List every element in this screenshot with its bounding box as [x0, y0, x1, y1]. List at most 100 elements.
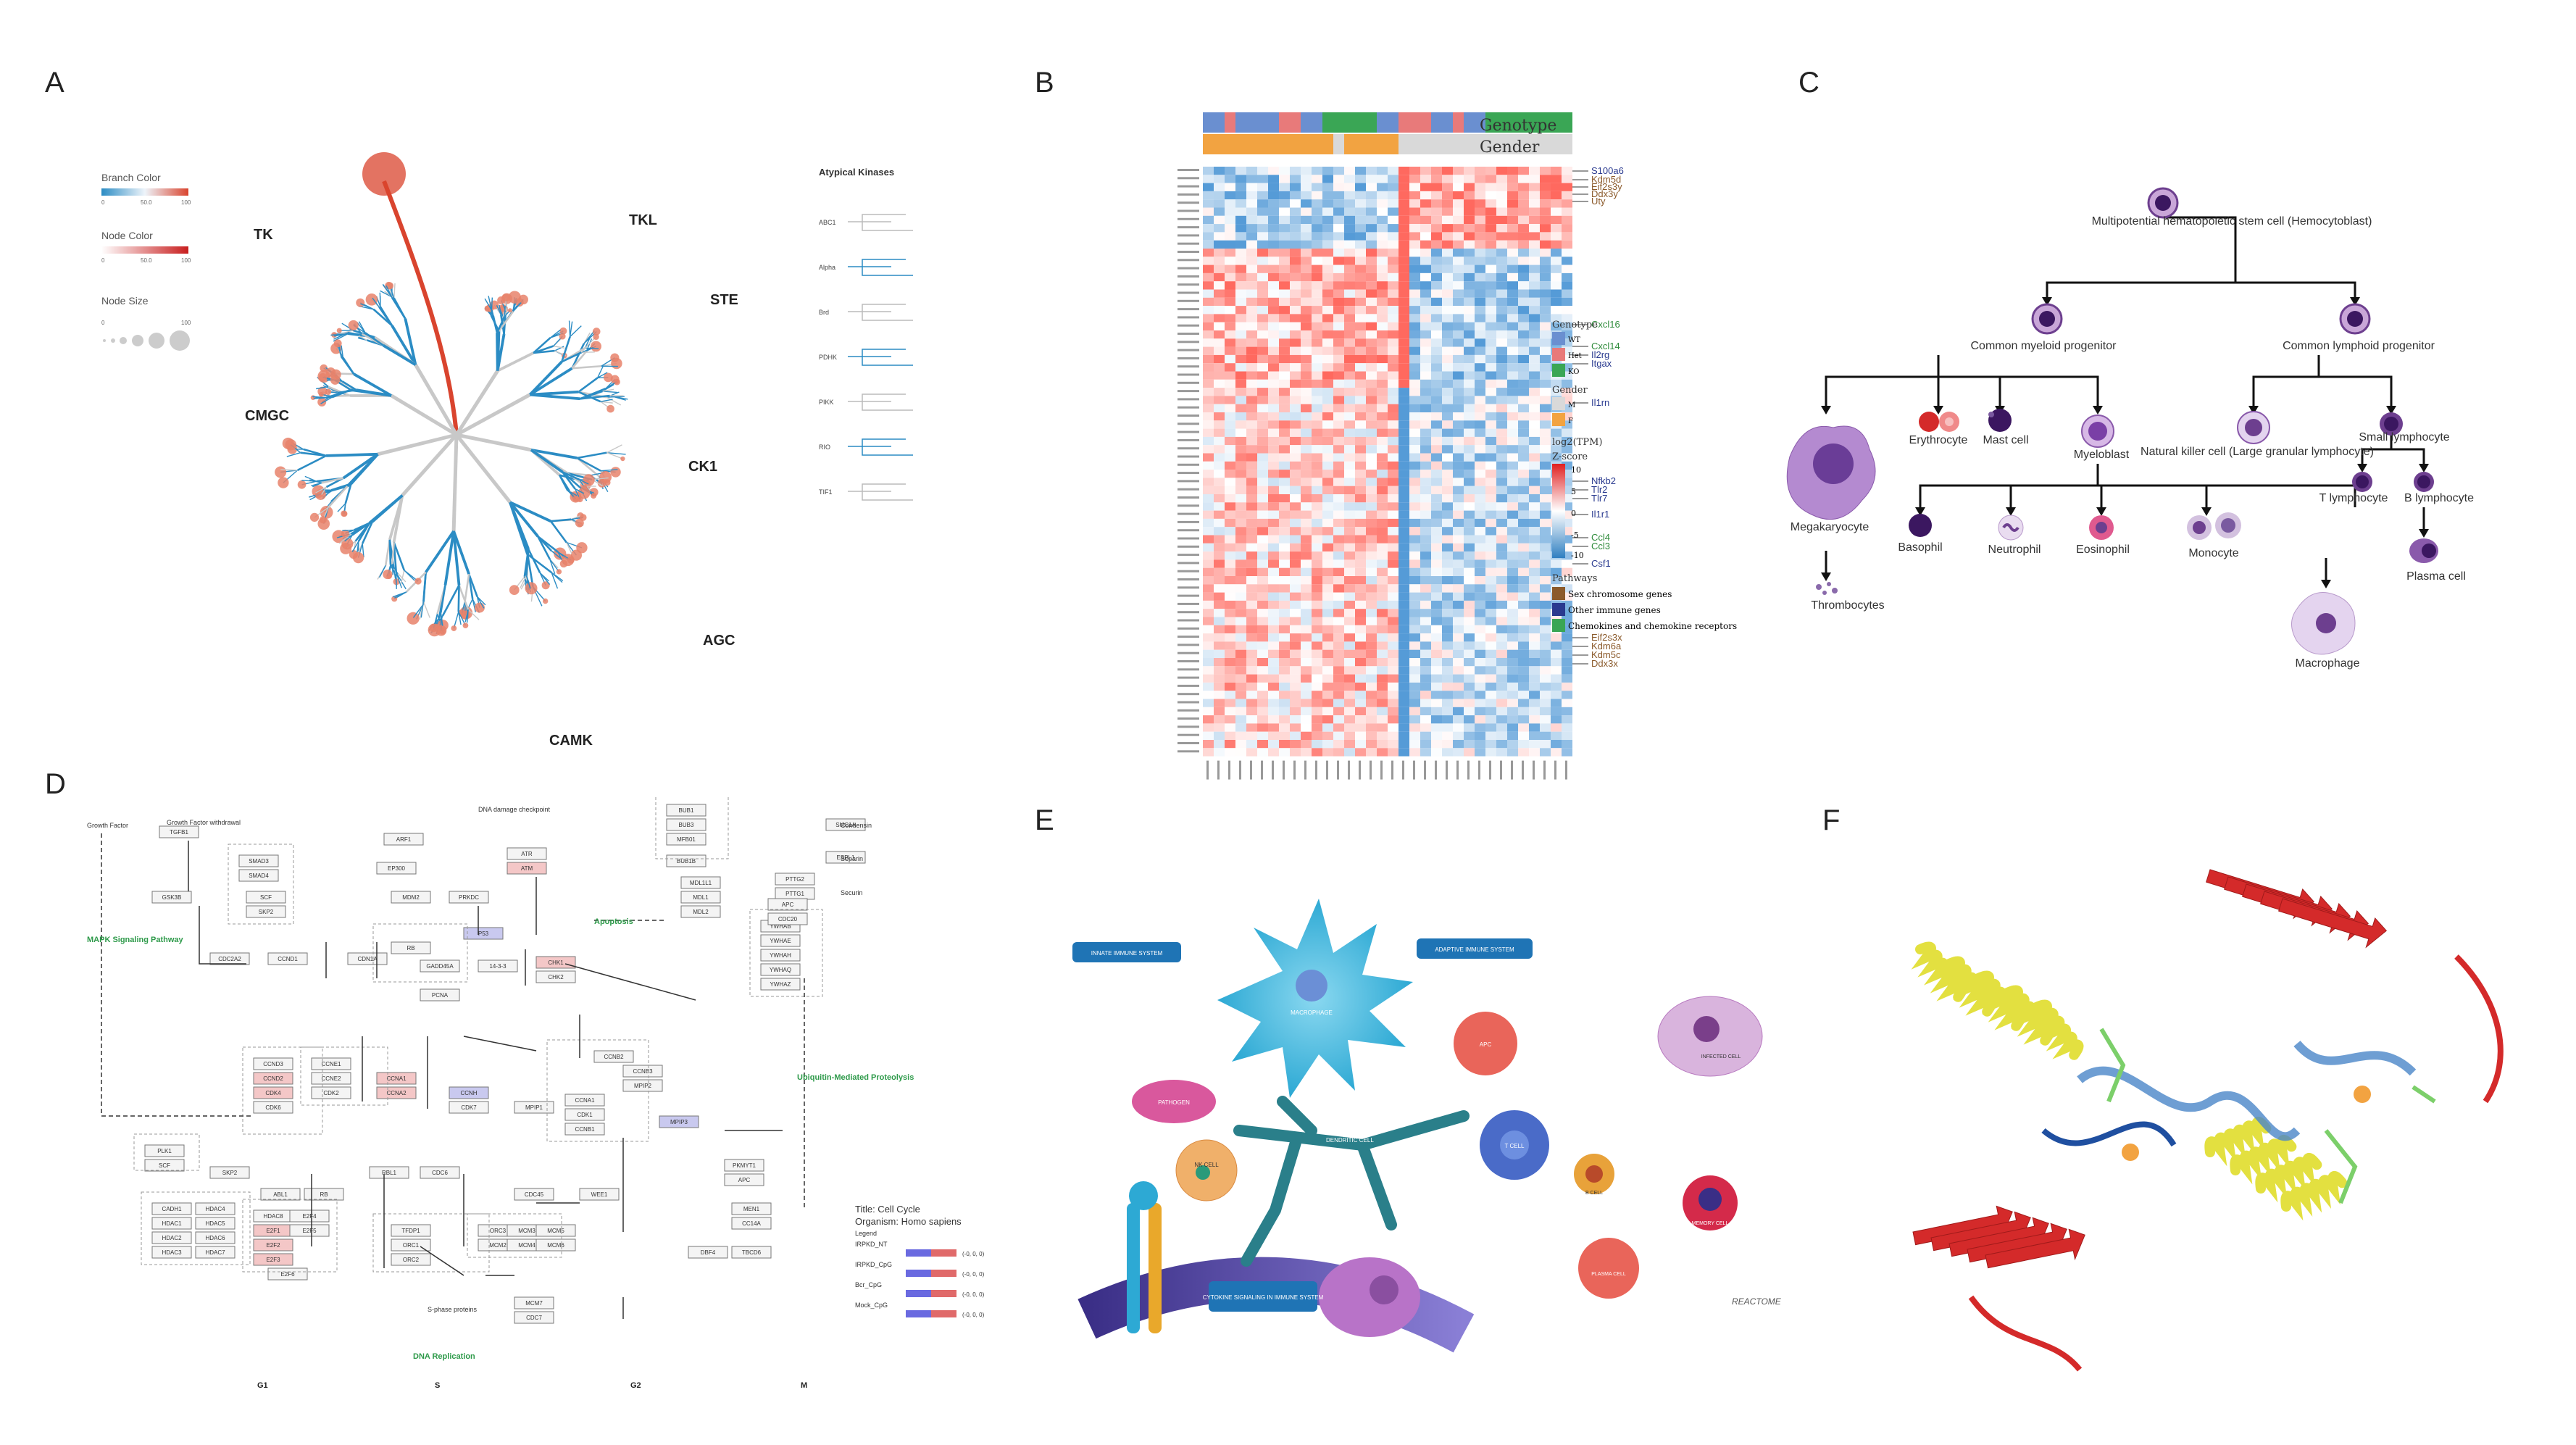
svg-text:0: 0 [101, 199, 105, 206]
svg-text:Ccl3: Ccl3 [1591, 541, 1610, 551]
thrombocytes-cells [1816, 582, 1838, 595]
svg-text:PATHOGEN: PATHOGEN [1158, 1099, 1190, 1106]
svg-text:E2F6: E2F6 [280, 1271, 295, 1278]
svg-text:INNATE IMMUNE SYSTEM: INNATE IMMUNE SYSTEM [1091, 950, 1163, 957]
svg-text:PDHK: PDHK [819, 354, 837, 361]
svg-text:Legend: Legend [855, 1230, 877, 1237]
svg-text:ATM: ATM [521, 865, 533, 872]
svg-text:HDAC7: HDAC7 [205, 1249, 225, 1256]
pathway-title-legend: Title: Cell Cycle Organism: Homo sapiens… [855, 1204, 985, 1318]
svg-text:Title: Cell Cycle: Title: Cell Cycle [855, 1204, 920, 1215]
svg-text:M: M [1568, 401, 1575, 409]
svg-text:E2F4: E2F4 [302, 1213, 317, 1220]
svg-text:Ubiquitin-Mediated Proteolysis: Ubiquitin-Mediated Proteolysis [797, 1073, 914, 1082]
svg-text:S-phase proteins: S-phase proteins [428, 1306, 478, 1313]
apc-cell: APC [1454, 1012, 1517, 1075]
svg-text:0: 0 [101, 257, 105, 264]
svg-text:BUB3: BUB3 [679, 822, 694, 828]
svg-text:PIKK: PIKK [819, 399, 834, 406]
stem-cell [2147, 187, 2179, 219]
heatmap-panel: Genotype Gender S100a6Kdm5dEif2s3yDdx3yU… [1177, 112, 1737, 780]
svg-text:TBCD6: TBCD6 [742, 1249, 762, 1256]
memory-cell: MEMORY CELL [1683, 1175, 1738, 1230]
myeloid-progenitor-cell [2031, 303, 2063, 335]
svg-text:Nfkb2: Nfkb2 [1591, 475, 1616, 486]
svg-text:MDL1: MDL1 [693, 894, 709, 901]
svg-text:S: S [435, 1381, 440, 1390]
svg-text:INFECTED CELL: INFECTED CELL [1701, 1054, 1741, 1059]
lineage-lines [1825, 216, 2425, 580]
svg-text:SCF: SCF [260, 894, 272, 901]
svg-text:SMAD4: SMAD4 [249, 873, 269, 879]
svg-text:CADH1: CADH1 [162, 1206, 182, 1212]
svg-text:CCNE2: CCNE2 [321, 1075, 341, 1082]
svg-text:Tlr2: Tlr2 [1591, 484, 1607, 495]
svg-text:Uty: Uty [1591, 196, 1606, 207]
svg-text:Eif2s3y: Eif2s3y [1591, 181, 1622, 192]
svg-text:CDC20: CDC20 [778, 916, 798, 923]
purple-cell [1319, 1257, 1420, 1337]
svg-text:YWHAH: YWHAH [770, 952, 791, 959]
svg-text:Csf1: Csf1 [1591, 558, 1611, 569]
svg-text:Chemokines and chemokine recep: Chemokines and chemokine receptors [1568, 621, 1737, 631]
svg-text:CCNB2: CCNB2 [604, 1054, 624, 1060]
svg-text:MCM6: MCM6 [547, 1242, 564, 1249]
svg-text:MAPK Signaling Pathway: MAPK Signaling Pathway [87, 936, 184, 944]
kinome-legend: Branch Color 0 50.0 100 Node Color 0 50.… [101, 172, 191, 351]
svg-text:ABC1: ABC1 [819, 219, 836, 226]
panel-label-d: D [45, 768, 66, 800]
group-cmgc: CMGC [245, 408, 289, 424]
svg-text:Il2rg: Il2rg [1591, 349, 1609, 360]
svg-text:CHK2: CHK2 [548, 974, 564, 980]
label-macrophage: Macrophage [2296, 657, 2360, 670]
small-lymphocyte-cell [2380, 412, 2403, 436]
svg-text:DBF4: DBF4 [701, 1249, 716, 1256]
label-b-lymphocyte: B lymphocyte [2404, 492, 2474, 504]
svg-text:KO: KO [1568, 368, 1579, 376]
svg-text:CC14A: CC14A [742, 1220, 761, 1227]
immune-system-panel: MACROPHAGE PATHOGEN NK CELL DENDRITIC CE… [1072, 899, 1782, 1353]
b-lymphocyte-cell [2414, 472, 2434, 492]
svg-text:14-3-3: 14-3-3 [489, 963, 507, 970]
group-tkl: TKL [629, 212, 657, 228]
svg-text:YWHAZ: YWHAZ [770, 981, 791, 988]
nk-cell: NK CELL [1175, 1139, 1238, 1202]
neutrophil-cell [1998, 515, 2024, 541]
svg-text:HDAC6: HDAC6 [205, 1235, 225, 1241]
basophil-cell [1909, 514, 1932, 537]
svg-text:CCNH: CCNH [460, 1090, 477, 1096]
svg-text:Cxcl16: Cxcl16 [1591, 319, 1620, 330]
pathway-side-labels: Growth Factor Growth Factor withdrawal M… [87, 806, 914, 1361]
svg-text:MCM7: MCM7 [525, 1300, 543, 1307]
label-nk-cell: Natural killer cell (Large granular lymp… [2141, 446, 2374, 458]
group-ck1: CK1 [688, 459, 717, 475]
svg-text:PRKDC: PRKDC [459, 894, 479, 901]
svg-text:E2F1: E2F1 [266, 1228, 280, 1234]
eosinophil-cell [2089, 515, 2114, 540]
svg-text:BUB1B: BUB1B [677, 858, 696, 865]
label-megakaryocyte: Megakaryocyte [1791, 521, 1870, 533]
receptor-icon [1127, 1181, 1162, 1333]
svg-text:IRPKD_NT: IRPKD_NT [855, 1241, 888, 1248]
pathway-gene-boxes: GSK3B TGFB1 SMAD3 SMAD4 SCF SKP2 CDC2A2 CCND1 CD… [133, 797, 866, 1324]
svg-text:Separin: Separin [841, 855, 863, 862]
badge-adaptive: ADAPTIVE IMMUNE SYSTEM [1417, 938, 1533, 959]
label-neutrophil: Neutrophil [1988, 544, 2041, 556]
svg-text:CCNA2: CCNA2 [386, 1090, 407, 1096]
label-t-lymphocyte: T lymphocyte [2319, 492, 2388, 504]
svg-text:ATR: ATR [521, 851, 533, 857]
label-eosinophil: Eosinophil [2076, 544, 2130, 556]
svg-text:0: 0 [1571, 509, 1576, 518]
svg-text:CDK6: CDK6 [265, 1104, 281, 1111]
svg-text:Il1r1: Il1r1 [1591, 509, 1609, 520]
svg-text:MFB01: MFB01 [677, 836, 696, 843]
pathway-edges [101, 833, 805, 1319]
label-stem-cell: Multipotential hematopoietic stem cell (… [2092, 215, 2372, 228]
svg-text:(-0, 0, 0): (-0, 0, 0) [962, 1312, 985, 1318]
svg-text:Condensin: Condensin [841, 822, 872, 829]
svg-text:APC: APC [782, 901, 794, 908]
svg-text:ABL1: ABL1 [273, 1191, 288, 1198]
svg-text:YWHAE: YWHAE [770, 938, 791, 944]
svg-text:E2F5: E2F5 [302, 1228, 317, 1234]
svg-text:MDM2: MDM2 [402, 894, 420, 901]
